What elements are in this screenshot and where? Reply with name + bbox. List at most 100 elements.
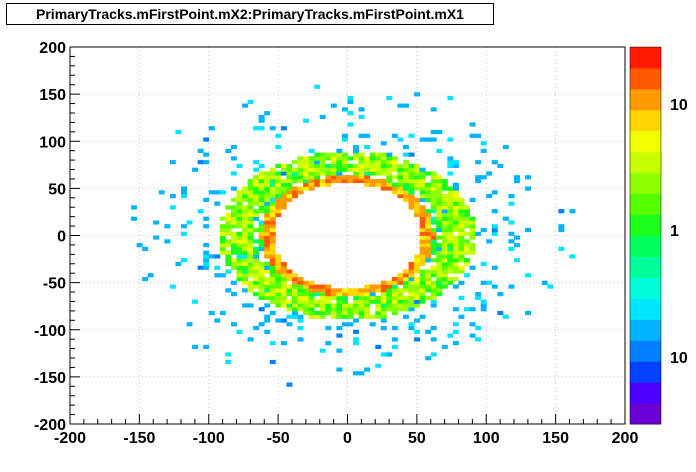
heatmap-cell <box>247 303 254 308</box>
heatmap-cell <box>386 160 393 165</box>
heatmap-cell <box>303 303 310 308</box>
colorbar-swatch <box>630 172 661 195</box>
heatmap-cell <box>458 212 465 218</box>
heatmap-cell <box>242 216 248 221</box>
heatmap-cell <box>452 201 459 206</box>
heatmap-cell <box>253 201 260 206</box>
heatmap-cell <box>230 258 237 263</box>
heatmap-cell <box>458 243 465 248</box>
heatmap-cell <box>297 156 304 161</box>
heatmap-cell <box>319 310 326 316</box>
heatmap-cell <box>408 299 415 304</box>
heatmap-cell <box>452 265 459 270</box>
heatmap-cell <box>297 307 304 312</box>
heatmap-cell <box>425 329 432 334</box>
heatmap-cell <box>364 156 371 161</box>
heatmap-cell <box>197 148 204 153</box>
heatmap-cell <box>425 216 432 221</box>
colorbar-swatch <box>630 298 661 320</box>
heatmap-cell <box>203 152 210 157</box>
heatmap-cell <box>341 307 348 312</box>
heatmap-cell <box>375 307 382 312</box>
heatmap-cell <box>247 227 254 233</box>
heatmap-cell <box>430 352 437 357</box>
heatmap-cell <box>414 167 421 172</box>
heatmap-cell <box>308 175 315 180</box>
heatmap-cell <box>458 197 465 202</box>
heatmap-cell <box>330 307 337 312</box>
heatmap-cell <box>430 284 437 289</box>
heatmap-cell <box>353 167 359 172</box>
heatmap-cell <box>436 284 443 289</box>
heatmap-cell <box>397 171 404 176</box>
heatmap-cell <box>497 163 504 169</box>
heatmap-cell <box>419 288 426 293</box>
heatmap-cell <box>403 103 409 108</box>
heatmap-cell <box>275 273 282 278</box>
heatmap-cell <box>425 171 432 176</box>
x-tick-label: 200 <box>612 430 639 447</box>
heatmap-cell <box>375 182 382 187</box>
heatmap-cell <box>236 201 243 206</box>
heatmap-cell <box>502 216 509 221</box>
heatmap-cell <box>369 182 376 187</box>
heatmap-cell <box>253 250 260 255</box>
heatmap-cell <box>325 325 332 331</box>
heatmap-cell <box>508 194 515 199</box>
colorbar-swatch <box>630 109 661 132</box>
heatmap-cell <box>391 190 398 195</box>
heatmap-cell <box>353 171 359 176</box>
heatmap-cell <box>419 194 426 199</box>
axes: -200 -150 -100 -50 0 50 100 150 200 -200 -150 -100 -… <box>34 40 638 447</box>
heatmap-cell <box>447 280 454 285</box>
heatmap-cell <box>353 371 359 376</box>
heatmap-cell <box>419 258 426 263</box>
heatmap-cell <box>203 254 210 259</box>
heatmap-cell <box>441 231 448 236</box>
heatmap-cell <box>242 269 248 274</box>
heatmap-cell <box>375 314 382 319</box>
heatmap-cell <box>242 212 248 218</box>
heatmap-cell <box>325 303 332 308</box>
heatmap-cell <box>419 299 426 304</box>
heatmap-cell <box>242 273 248 278</box>
heatmap-cell <box>380 163 387 169</box>
heatmap-cell <box>264 212 271 218</box>
heatmap-cell <box>408 303 415 308</box>
heatmap-cell <box>375 344 382 349</box>
heatmap-cell <box>408 295 415 300</box>
heatmap-cell <box>203 224 210 229</box>
heatmap-cell <box>275 258 282 263</box>
heatmap-cell <box>508 220 515 225</box>
heatmap-cell <box>458 295 465 300</box>
heatmap-cell <box>375 178 382 184</box>
heatmap-cell <box>364 167 371 172</box>
heatmap-cell <box>297 186 304 191</box>
heatmap-cell <box>297 175 304 180</box>
heatmap-cell <box>292 178 298 184</box>
heatmap-cell <box>269 175 276 180</box>
heatmap-cell <box>514 243 520 248</box>
heatmap-cell <box>225 261 232 267</box>
heatmap-cell <box>369 295 376 300</box>
heatmap-cell <box>397 276 404 282</box>
heatmap-cell <box>275 186 282 191</box>
heatmap-cell <box>292 303 298 308</box>
heatmap-cell <box>269 284 276 289</box>
heatmap-cell <box>375 310 382 316</box>
heatmap-cell <box>447 243 454 248</box>
heatmap-cell <box>430 186 437 191</box>
heatmap-cell <box>441 344 448 349</box>
heatmap-cell <box>364 299 371 304</box>
heatmap-cell <box>386 307 393 312</box>
heatmap-cell <box>397 288 404 293</box>
heatmap-cell <box>264 318 271 323</box>
heatmap-cell <box>441 227 448 233</box>
heatmap-cell <box>236 216 243 221</box>
heatmap-cell <box>325 163 332 169</box>
heatmap-cell <box>358 303 365 308</box>
heatmap-cell <box>303 299 310 304</box>
heatmap-cell <box>419 197 426 202</box>
heatmap-cell <box>308 171 315 176</box>
